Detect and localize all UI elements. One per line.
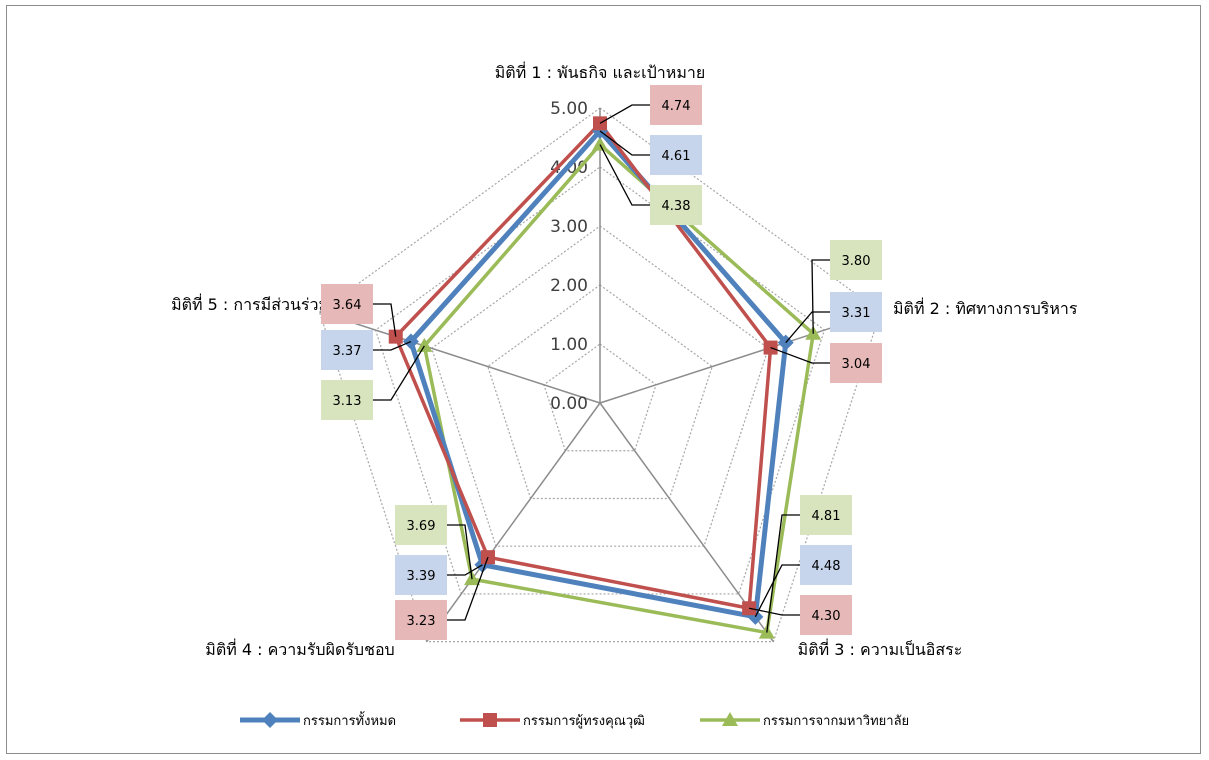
- data-point: [416, 337, 433, 352]
- data-label-box: [395, 555, 447, 595]
- data-label-box: [395, 505, 447, 545]
- leader-line: [599, 144, 650, 206]
- legend-label: กรรมการผู้ทรงคุณวุฒิ: [523, 714, 645, 729]
- leader-line: [373, 345, 425, 401]
- data-label-box: [650, 85, 702, 125]
- leader-line: [447, 524, 473, 580]
- data-point: [592, 136, 608, 151]
- leader-line: [811, 259, 830, 334]
- data-label: 4.30: [812, 609, 841, 624]
- data-label-box: [800, 595, 852, 635]
- data-label: 3.23: [407, 614, 436, 629]
- data-label: 4.74: [662, 99, 691, 114]
- data-label: 3.69: [407, 519, 436, 534]
- legend-label: กรรมการจากมหาวิทยาลัย: [763, 714, 909, 729]
- data-label-box: [650, 185, 702, 225]
- gridline-ring: [374, 166, 826, 595]
- data-label: 4.48: [812, 559, 841, 574]
- series-line: [394, 121, 773, 610]
- data-label-box: [800, 545, 852, 585]
- axis-label: มิติที่ 4 : ความรับผิดรับชอบ: [205, 638, 394, 659]
- leader-line: [373, 303, 397, 337]
- leader-line: [599, 104, 650, 124]
- data-label: 3.37: [333, 344, 362, 359]
- axis-spoke: [425, 402, 601, 643]
- leader-line: [770, 346, 830, 364]
- data-label: 3.31: [842, 306, 871, 321]
- data-label: 4.81: [812, 509, 841, 524]
- data-label-box: [830, 292, 882, 332]
- gridline-ring: [543, 343, 657, 452]
- legend-marker: [722, 712, 738, 726]
- data-label-box: [321, 330, 373, 370]
- data-label-box: [830, 240, 882, 280]
- leader-line: [766, 514, 800, 633]
- axis-spoke: [319, 311, 601, 404]
- tick-label: 1.00: [550, 335, 588, 355]
- data-label-box: [395, 600, 447, 640]
- axis-label: มิติที่ 3 : ความเป็นอิสระ: [798, 638, 963, 659]
- data-label-box: [650, 135, 702, 175]
- data-label-box: [321, 284, 373, 324]
- data-label: 3.13: [333, 394, 362, 409]
- data-label: 3.04: [842, 357, 871, 372]
- series-line: [408, 128, 789, 620]
- data-label-box: [800, 495, 852, 535]
- data-label-box: [830, 343, 882, 383]
- tick-label: 5.00: [550, 99, 588, 119]
- data-label: 4.38: [662, 199, 691, 214]
- legend-label: กรรมการทั้งหมด: [303, 711, 396, 729]
- data-label: 3.80: [842, 254, 871, 269]
- data-label: 4.61: [662, 149, 691, 164]
- leader-line: [748, 607, 800, 616]
- data-label-box: [321, 380, 373, 420]
- tick-label: 3.00: [550, 217, 588, 237]
- leader-line: [447, 556, 489, 621]
- axis-label: มิติที่ 2 : ทิศทางการบริหาร: [893, 297, 1078, 318]
- leader-line: [447, 564, 483, 576]
- legend-marker: [483, 713, 497, 727]
- tick-label: 0.00: [550, 394, 588, 414]
- gridline-ring: [430, 225, 770, 547]
- series-line: [422, 142, 815, 635]
- legend-marker: [262, 712, 278, 728]
- leader-line: [373, 340, 412, 351]
- data-label: 3.39: [407, 569, 436, 584]
- tick-label: 2.00: [550, 276, 588, 296]
- gridline-ring: [487, 284, 713, 500]
- axis-label: มิติที่ 1 : พันธกิจ และเป้าหมาย: [495, 61, 705, 82]
- leader-line: [754, 564, 800, 618]
- axis-label: มิติที่ 5 : การมีส่วนร่วม: [171, 293, 329, 314]
- data-label: 3.64: [333, 298, 362, 313]
- leader-line: [599, 130, 650, 156]
- leader-line: [785, 311, 830, 344]
